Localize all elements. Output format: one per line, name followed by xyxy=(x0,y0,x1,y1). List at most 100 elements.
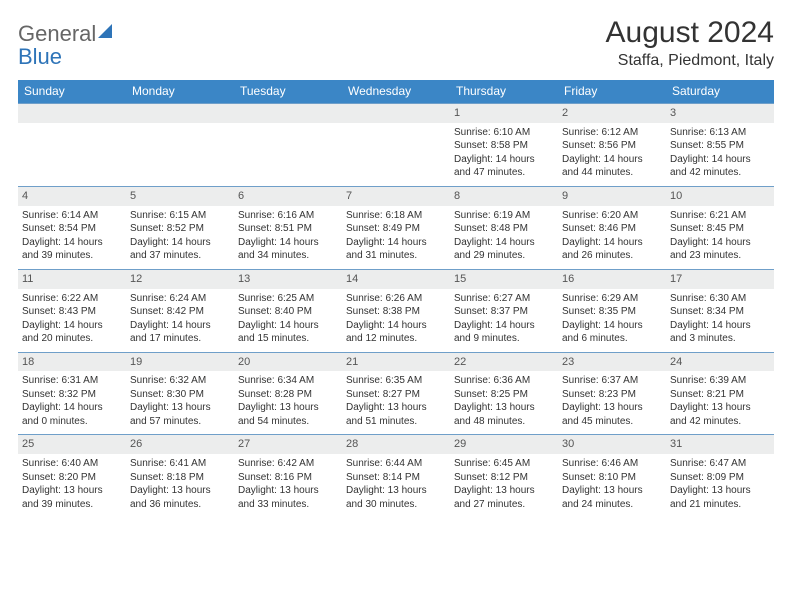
sunrise-text: Sunrise: 6:16 AM xyxy=(238,209,338,223)
day-cell: 21Sunrise: 6:35 AMSunset: 8:27 PMDayligh… xyxy=(342,352,450,435)
weekday-header: Friday xyxy=(558,80,666,103)
daylight2-text: and 44 minutes. xyxy=(562,166,662,180)
logo-triangle-icon xyxy=(98,24,112,38)
day-number: 12 xyxy=(126,270,234,289)
logo-text-2: Blue xyxy=(18,44,62,69)
day-number: 6 xyxy=(234,187,342,206)
sunrise-text: Sunrise: 6:25 AM xyxy=(238,292,338,306)
daylight1-text: Daylight: 13 hours xyxy=(454,401,554,415)
week-row: 11Sunrise: 6:22 AMSunset: 8:43 PMDayligh… xyxy=(18,269,774,352)
daylight1-text: Daylight: 14 hours xyxy=(22,319,122,333)
daylight1-text: Daylight: 13 hours xyxy=(346,484,446,498)
sunrise-text: Sunrise: 6:34 AM xyxy=(238,374,338,388)
sunset-text: Sunset: 8:21 PM xyxy=(670,388,770,402)
day-cell: 28Sunrise: 6:44 AMSunset: 8:14 PMDayligh… xyxy=(342,434,450,517)
day-number: 23 xyxy=(558,353,666,372)
sunset-text: Sunset: 8:34 PM xyxy=(670,305,770,319)
daylight2-text: and 24 minutes. xyxy=(562,498,662,512)
daylight1-text: Daylight: 14 hours xyxy=(454,236,554,250)
day-cell: 31Sunrise: 6:47 AMSunset: 8:09 PMDayligh… xyxy=(666,434,774,517)
daylight2-text: and 26 minutes. xyxy=(562,249,662,263)
daylight1-text: Daylight: 14 hours xyxy=(22,401,122,415)
daylight2-text: and 31 minutes. xyxy=(346,249,446,263)
day-cell: 11Sunrise: 6:22 AMSunset: 8:43 PMDayligh… xyxy=(18,269,126,352)
sunset-text: Sunset: 8:12 PM xyxy=(454,471,554,485)
weekday-header: Saturday xyxy=(666,80,774,103)
daylight1-text: Daylight: 13 hours xyxy=(670,484,770,498)
daylight2-text: and 45 minutes. xyxy=(562,415,662,429)
sunrise-text: Sunrise: 6:27 AM xyxy=(454,292,554,306)
daylight1-text: Daylight: 13 hours xyxy=(130,401,230,415)
sunset-text: Sunset: 8:30 PM xyxy=(130,388,230,402)
day-number: 17 xyxy=(666,270,774,289)
empty-daynum-bar xyxy=(126,104,234,123)
week-row: 18Sunrise: 6:31 AMSunset: 8:32 PMDayligh… xyxy=(18,352,774,435)
sunrise-text: Sunrise: 6:10 AM xyxy=(454,126,554,140)
day-cell: 10Sunrise: 6:21 AMSunset: 8:45 PMDayligh… xyxy=(666,186,774,269)
sunrise-text: Sunrise: 6:32 AM xyxy=(130,374,230,388)
day-number: 15 xyxy=(450,270,558,289)
day-cell: 27Sunrise: 6:42 AMSunset: 8:16 PMDayligh… xyxy=(234,434,342,517)
sunset-text: Sunset: 8:54 PM xyxy=(22,222,122,236)
daylight2-text: and 17 minutes. xyxy=(130,332,230,346)
daylight2-text: and 0 minutes. xyxy=(22,415,122,429)
day-cell: 3Sunrise: 6:13 AMSunset: 8:55 PMDaylight… xyxy=(666,103,774,186)
sunset-text: Sunset: 8:52 PM xyxy=(130,222,230,236)
weekday-header: Tuesday xyxy=(234,80,342,103)
sunrise-text: Sunrise: 6:37 AM xyxy=(562,374,662,388)
sunset-text: Sunset: 8:37 PM xyxy=(454,305,554,319)
daylight2-text: and 34 minutes. xyxy=(238,249,338,263)
daylight1-text: Daylight: 14 hours xyxy=(238,319,338,333)
day-cell: 26Sunrise: 6:41 AMSunset: 8:18 PMDayligh… xyxy=(126,434,234,517)
sunset-text: Sunset: 8:10 PM xyxy=(562,471,662,485)
daylight2-text: and 21 minutes. xyxy=(670,498,770,512)
sunset-text: Sunset: 8:20 PM xyxy=(22,471,122,485)
day-number: 26 xyxy=(126,435,234,454)
sunrise-text: Sunrise: 6:47 AM xyxy=(670,457,770,471)
sunrise-text: Sunrise: 6:36 AM xyxy=(454,374,554,388)
daylight1-text: Daylight: 13 hours xyxy=(562,484,662,498)
sunset-text: Sunset: 8:55 PM xyxy=(670,139,770,153)
daylight2-text: and 42 minutes. xyxy=(670,415,770,429)
sunrise-text: Sunrise: 6:20 AM xyxy=(562,209,662,223)
day-cell: 13Sunrise: 6:25 AMSunset: 8:40 PMDayligh… xyxy=(234,269,342,352)
day-cell: 18Sunrise: 6:31 AMSunset: 8:32 PMDayligh… xyxy=(18,352,126,435)
day-number: 21 xyxy=(342,353,450,372)
daylight1-text: Daylight: 13 hours xyxy=(670,401,770,415)
sunset-text: Sunset: 8:43 PM xyxy=(22,305,122,319)
daylight2-text: and 39 minutes. xyxy=(22,249,122,263)
day-number: 14 xyxy=(342,270,450,289)
day-number: 16 xyxy=(558,270,666,289)
sunset-text: Sunset: 8:23 PM xyxy=(562,388,662,402)
daylight2-text: and 9 minutes. xyxy=(454,332,554,346)
weekday-header: Monday xyxy=(126,80,234,103)
daylight2-text: and 6 minutes. xyxy=(562,332,662,346)
day-number: 19 xyxy=(126,353,234,372)
sunrise-text: Sunrise: 6:24 AM xyxy=(130,292,230,306)
day-number: 3 xyxy=(666,104,774,123)
day-number: 28 xyxy=(342,435,450,454)
sunset-text: Sunset: 8:28 PM xyxy=(238,388,338,402)
day-number: 24 xyxy=(666,353,774,372)
daylight1-text: Daylight: 13 hours xyxy=(130,484,230,498)
sunset-text: Sunset: 8:45 PM xyxy=(670,222,770,236)
sunset-text: Sunset: 8:38 PM xyxy=(346,305,446,319)
day-cell: 8Sunrise: 6:19 AMSunset: 8:48 PMDaylight… xyxy=(450,186,558,269)
sunset-text: Sunset: 8:14 PM xyxy=(346,471,446,485)
sunset-text: Sunset: 8:49 PM xyxy=(346,222,446,236)
sunrise-text: Sunrise: 6:35 AM xyxy=(346,374,446,388)
sunrise-text: Sunrise: 6:31 AM xyxy=(22,374,122,388)
daylight2-text: and 37 minutes. xyxy=(130,249,230,263)
day-number: 10 xyxy=(666,187,774,206)
sunset-text: Sunset: 8:25 PM xyxy=(454,388,554,402)
daylight2-text: and 29 minutes. xyxy=(454,249,554,263)
empty-cell xyxy=(126,103,234,186)
sunset-text: Sunset: 8:46 PM xyxy=(562,222,662,236)
daylight2-text: and 15 minutes. xyxy=(238,332,338,346)
month-title: August 2024 xyxy=(606,16,774,50)
daylight1-text: Daylight: 14 hours xyxy=(562,319,662,333)
empty-cell xyxy=(18,103,126,186)
daylight2-text: and 30 minutes. xyxy=(346,498,446,512)
location-label: Staffa, Piedmont, Italy xyxy=(606,52,774,70)
sunrise-text: Sunrise: 6:13 AM xyxy=(670,126,770,140)
